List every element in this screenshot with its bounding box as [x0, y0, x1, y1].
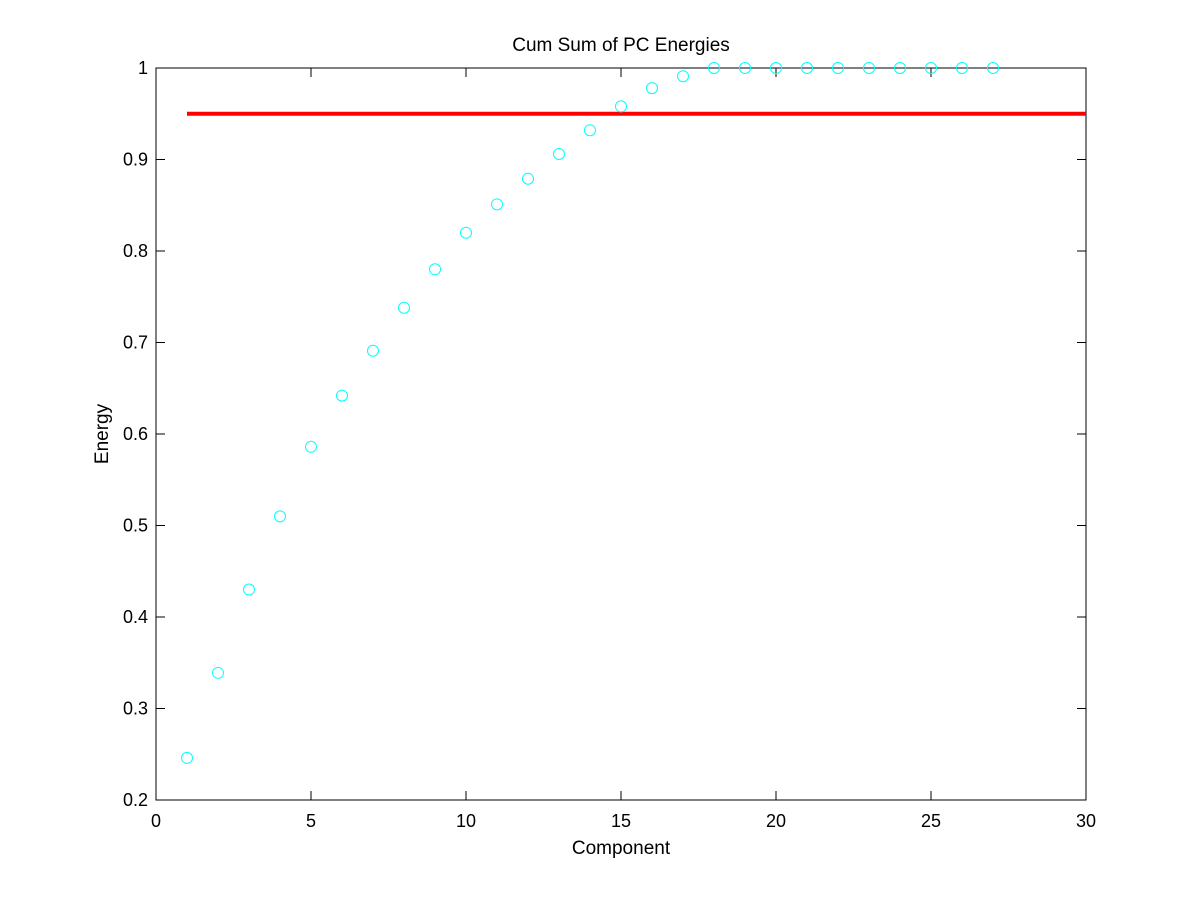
data-point [646, 82, 658, 95]
data-point [832, 62, 844, 74]
y-tick-label: 0.7 [123, 333, 148, 353]
y-tick-label: 0.6 [123, 424, 148, 444]
data-point [553, 148, 565, 161]
y-ticks: 0.2 0.3 0.4 0.5 0.6 0.7 0.8 0.9 1 [123, 58, 1086, 810]
x-tick-label: 25 [921, 811, 941, 831]
x-tick-label: 15 [611, 811, 631, 831]
x-ticks: 0 5 10 15 20 25 30 [151, 68, 1096, 831]
data-point [491, 198, 503, 211]
data-point [956, 62, 968, 74]
data-point [801, 62, 813, 74]
data-point [584, 124, 596, 137]
data-point [615, 100, 627, 113]
chart-title: Cum Sum of PC Energies [512, 35, 730, 56]
data-point [708, 62, 720, 74]
data-point [367, 344, 379, 357]
data-point [336, 389, 348, 402]
data-point [925, 62, 937, 74]
x-tick-label: 0 [151, 811, 161, 831]
y-tick-label: 0.3 [123, 699, 148, 719]
y-tick-label: 1 [138, 58, 148, 78]
data-point [770, 62, 782, 74]
data-point [522, 172, 534, 185]
plot-area [155, 67, 1087, 801]
data-point [677, 70, 689, 83]
data-point [274, 510, 286, 523]
data-point [212, 666, 224, 679]
data-point [460, 226, 472, 239]
x-tick-label: 30 [1076, 811, 1096, 831]
x-tick-label: 5 [306, 811, 316, 831]
x-axis-label: Component [572, 838, 671, 859]
data-point [739, 62, 751, 74]
data-point [243, 583, 255, 596]
data-point [398, 301, 410, 314]
data-point [863, 62, 875, 74]
y-tick-label: 0.4 [123, 607, 148, 627]
series-layer [181, 62, 1086, 764]
y-tick-label: 0.8 [123, 241, 148, 261]
x-tick-label: 20 [766, 811, 786, 831]
y-tick-label: 0.2 [123, 790, 148, 810]
y-tick-label: 0.5 [123, 516, 148, 536]
data-point [894, 62, 906, 74]
y-tick-label: 0.9 [123, 150, 148, 170]
data-point [987, 62, 999, 74]
x-tick-label: 10 [456, 811, 476, 831]
data-point [181, 751, 193, 764]
y-axis-label: Energy [92, 403, 113, 464]
data-point [429, 263, 441, 276]
data-point [305, 440, 317, 453]
